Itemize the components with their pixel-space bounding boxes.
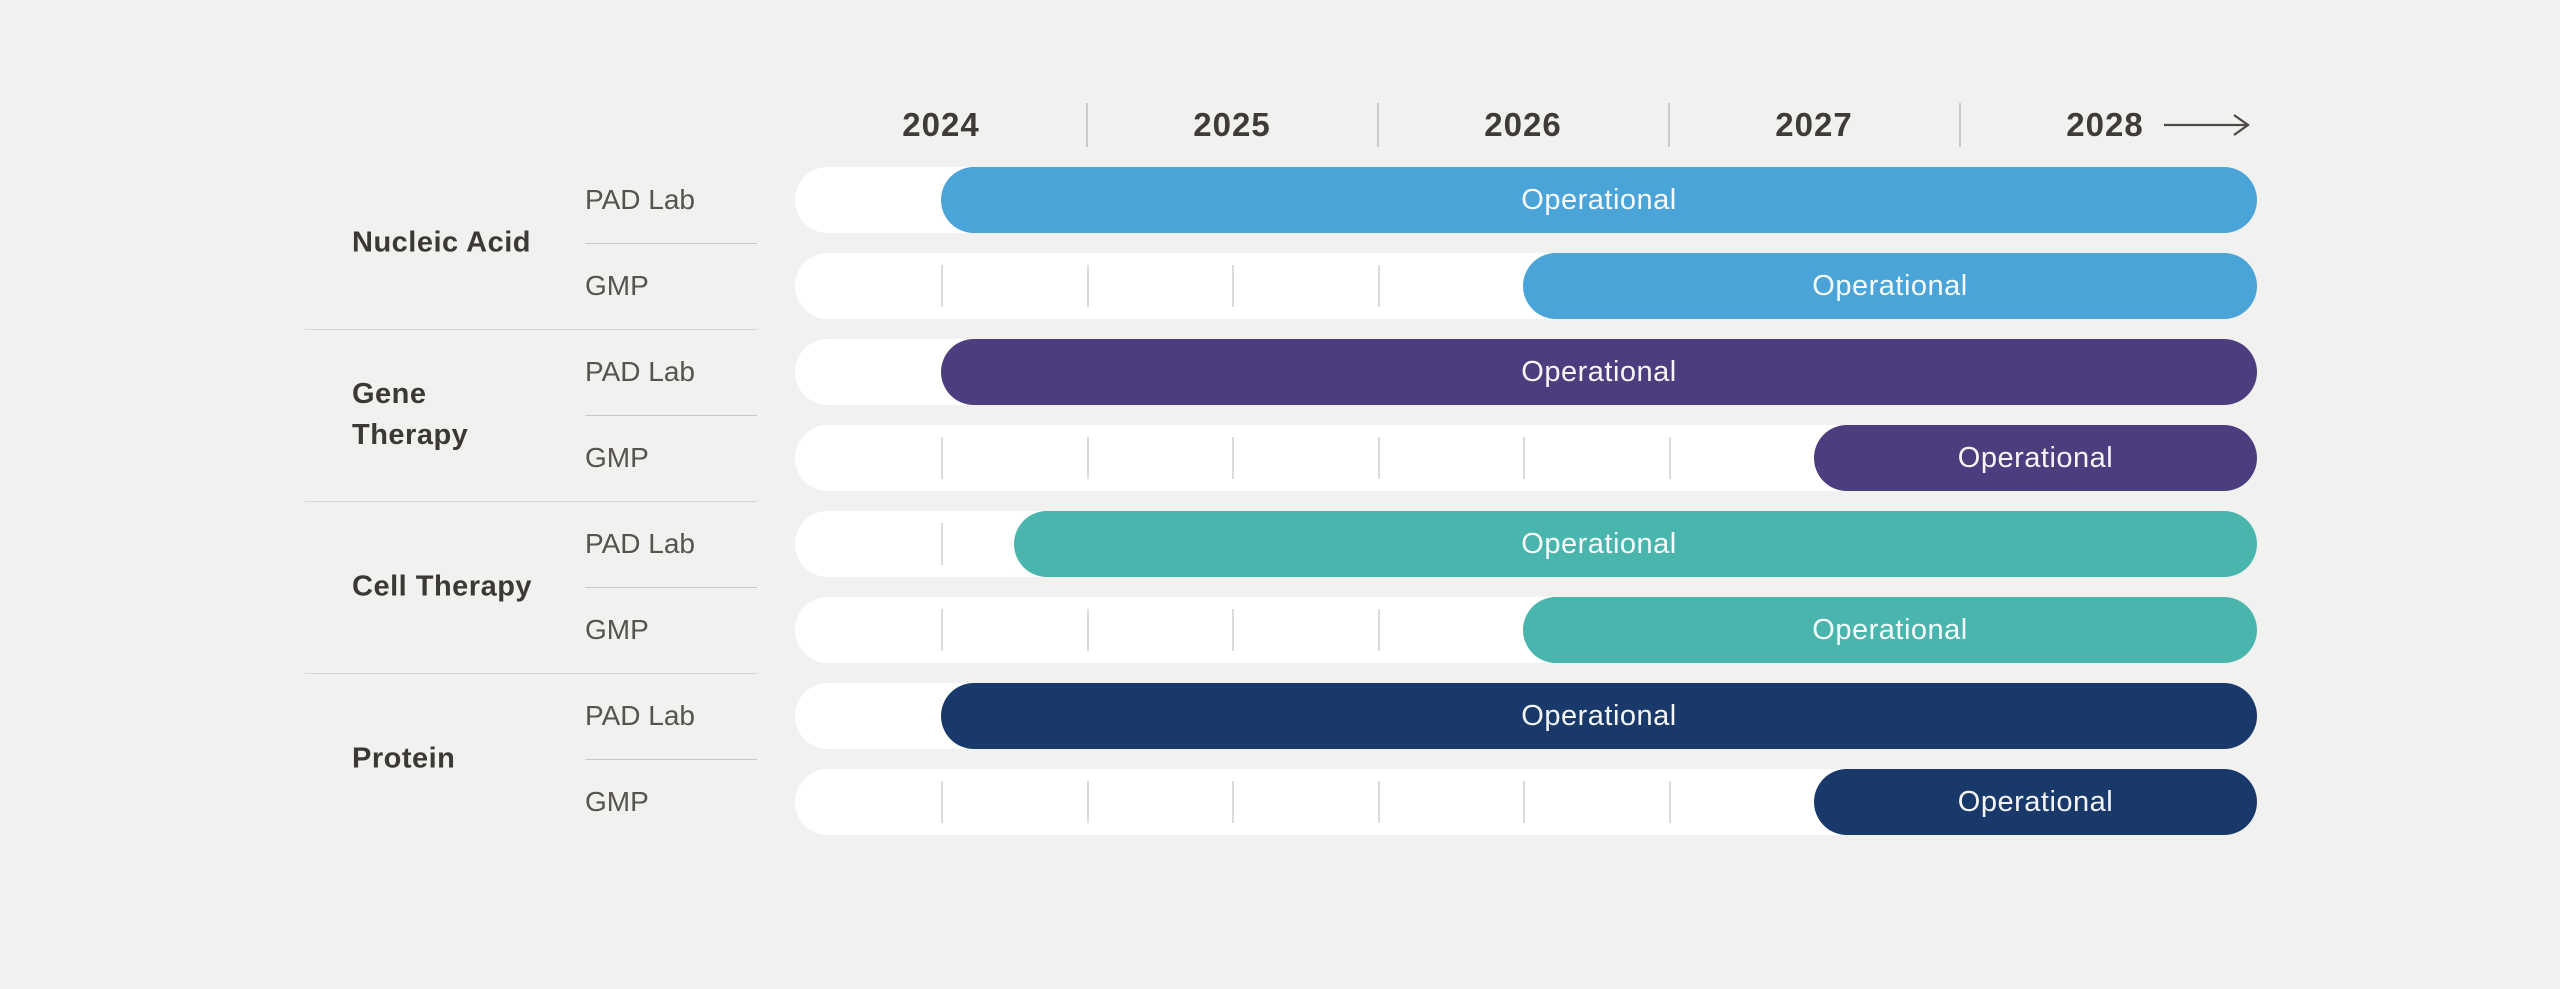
year-label: 2027: [1775, 106, 1853, 143]
facility-label: GMP: [585, 270, 649, 301]
operational-label: Operational: [1812, 614, 1968, 646]
track-tick: [1087, 265, 1089, 307]
track-tick: [1232, 781, 1234, 823]
facility-label: PAD Lab: [585, 700, 695, 731]
facility-label: GMP: [585, 786, 649, 817]
track-tick: [941, 523, 943, 565]
facility-label: PAD Lab: [585, 184, 695, 215]
operational-label: Operational: [1521, 356, 1677, 388]
group-separator: [305, 329, 757, 330]
track-tick: [1378, 609, 1380, 651]
operational-label: Operational: [1521, 700, 1677, 732]
track-tick: [1232, 265, 1234, 307]
facility-label: PAD Lab: [585, 528, 695, 559]
forward-arrow-icon: [2164, 114, 2250, 136]
year-label: 2028: [2066, 106, 2144, 143]
facility-label: GMP: [585, 614, 649, 645]
track-tick: [941, 609, 943, 651]
operational-label: Operational: [1521, 528, 1677, 560]
track-tick: [941, 265, 943, 307]
group-separator: [305, 501, 757, 502]
year-label: 2026: [1484, 106, 1562, 143]
axis-divider: [1376, 103, 1379, 147]
track-tick: [1087, 781, 1089, 823]
track-tick: [1378, 437, 1380, 479]
operational-label: Operational: [1521, 184, 1677, 216]
group-separator: [305, 673, 757, 674]
operational-label: Operational: [1812, 270, 1968, 302]
operational-bar: [941, 167, 2257, 233]
operational-bar: [941, 339, 2257, 405]
track-tick: [1087, 609, 1089, 651]
track-tick: [1669, 437, 1671, 479]
track-tick: [941, 437, 943, 479]
track-tick: [1232, 609, 1234, 651]
track-tick: [1523, 781, 1525, 823]
year-label: 2025: [1193, 106, 1271, 143]
operational-label: Operational: [1957, 442, 2114, 474]
facility-separator: [585, 243, 757, 244]
facility-separator: [585, 759, 757, 760]
operational-bar: [1814, 769, 2257, 835]
operational-label: Operational: [1957, 786, 2114, 818]
group-label: Nucleic Acid: [352, 226, 531, 259]
operational-bar: [1814, 425, 2257, 491]
operational-bar: [941, 683, 2257, 749]
facility-label: PAD Lab: [585, 356, 695, 387]
facility-separator: [585, 415, 757, 416]
track-tick: [1378, 781, 1380, 823]
operational-bar: [1014, 511, 2257, 577]
operational-bar: [1523, 597, 2257, 663]
axis-divider: [1667, 103, 1670, 147]
group-label: Cell Therapy: [352, 570, 533, 603]
group-label: Protein: [352, 742, 456, 775]
group-label: Gene Therapy: [352, 378, 469, 451]
track-tick: [1232, 437, 1234, 479]
track-tick: [1087, 437, 1089, 479]
track-tick: [1669, 781, 1671, 823]
track-tick: [1523, 437, 1525, 479]
axis-divider: [1958, 103, 1961, 147]
year-label: 2024: [902, 106, 980, 143]
operational-bar: [1523, 253, 2257, 319]
track-tick: [1378, 265, 1380, 307]
axis-divider: [1085, 103, 1088, 147]
track-tick: [941, 781, 943, 823]
facility-label: GMP: [585, 442, 649, 473]
facility-separator: [585, 587, 757, 588]
